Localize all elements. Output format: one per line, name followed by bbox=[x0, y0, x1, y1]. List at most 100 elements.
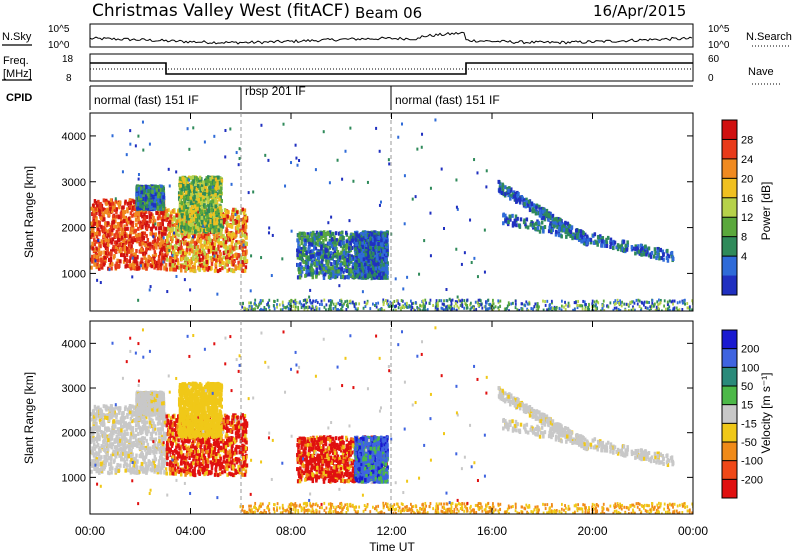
power-cell bbox=[183, 195, 186, 200]
power-cell bbox=[168, 231, 172, 236]
power-cell bbox=[323, 254, 327, 259]
power-cell bbox=[167, 208, 170, 213]
power-cell bbox=[115, 264, 118, 269]
power-cell bbox=[222, 255, 225, 260]
power-cell bbox=[182, 251, 185, 256]
power-cell bbox=[185, 205, 188, 210]
power-cell bbox=[155, 260, 159, 265]
power-cell bbox=[338, 267, 341, 272]
power-cell bbox=[116, 258, 119, 263]
power-cell bbox=[225, 233, 229, 238]
power-cell bbox=[155, 263, 158, 268]
power-cell bbox=[144, 223, 148, 228]
power-cell bbox=[180, 205, 184, 210]
power-cell bbox=[309, 255, 313, 260]
power-cell bbox=[130, 226, 133, 231]
power-cell bbox=[186, 242, 189, 247]
power-cell bbox=[180, 233, 184, 238]
power-cell bbox=[296, 238, 299, 243]
power-cell bbox=[95, 211, 98, 216]
power-cell bbox=[191, 222, 195, 227]
power-cell bbox=[194, 258, 198, 263]
power-cell bbox=[197, 203, 200, 208]
power-cell bbox=[91, 227, 94, 232]
power-cell bbox=[322, 275, 326, 280]
power-cell bbox=[190, 211, 194, 216]
power-cell bbox=[206, 209, 209, 214]
power-cell bbox=[198, 207, 202, 212]
power-cell bbox=[199, 240, 202, 245]
power-cell bbox=[119, 215, 123, 220]
power-cell bbox=[171, 217, 174, 222]
power-cell bbox=[145, 247, 148, 252]
power-cell bbox=[201, 203, 205, 208]
power-cell bbox=[171, 226, 175, 231]
power-cell bbox=[223, 265, 227, 270]
power-cell bbox=[143, 217, 147, 222]
power-cell bbox=[141, 219, 145, 224]
power-cell bbox=[187, 266, 191, 271]
power-cell bbox=[326, 262, 329, 267]
power-cell bbox=[224, 220, 228, 225]
power-cell bbox=[183, 215, 186, 220]
power-cell bbox=[224, 239, 228, 244]
power-cell bbox=[111, 237, 115, 242]
power-cell bbox=[188, 209, 191, 214]
power-cell bbox=[157, 188, 160, 193]
power-cell bbox=[341, 274, 345, 279]
power-cell bbox=[158, 234, 161, 239]
power-cell bbox=[214, 228, 217, 233]
power-cell bbox=[189, 222, 193, 227]
power-cell bbox=[308, 244, 311, 249]
power-cell bbox=[214, 225, 218, 230]
power-cell bbox=[182, 241, 186, 246]
power-cell bbox=[309, 270, 313, 275]
power-cell bbox=[212, 226, 215, 231]
power-cell bbox=[159, 241, 163, 246]
power-cell bbox=[351, 274, 355, 279]
power-cell bbox=[158, 204, 162, 209]
power-cell bbox=[346, 258, 349, 263]
power-cell bbox=[217, 186, 220, 191]
power-cell bbox=[141, 241, 144, 246]
power-cell bbox=[343, 244, 346, 249]
power-cell bbox=[244, 228, 247, 233]
power-cell bbox=[179, 207, 182, 212]
power-cell bbox=[171, 259, 175, 264]
power-cell bbox=[300, 236, 304, 241]
power-cell bbox=[146, 188, 149, 193]
power-cell bbox=[145, 233, 148, 238]
power-cell bbox=[140, 247, 143, 252]
power-cell bbox=[322, 234, 326, 239]
power-cell bbox=[204, 255, 208, 260]
power-cell bbox=[190, 192, 193, 197]
power-cell bbox=[153, 199, 156, 204]
power-cell bbox=[126, 226, 129, 231]
power-cell bbox=[106, 221, 110, 226]
power-cell bbox=[308, 241, 311, 246]
power-cell bbox=[143, 231, 147, 236]
power-cell bbox=[110, 240, 113, 245]
power-cell bbox=[121, 205, 124, 210]
power-cell bbox=[194, 182, 197, 187]
power-cell bbox=[104, 221, 107, 226]
power-cell bbox=[188, 251, 191, 256]
power-cell bbox=[204, 193, 207, 198]
power-cell bbox=[331, 231, 335, 236]
power-cell bbox=[194, 225, 198, 230]
power-cell bbox=[95, 200, 98, 205]
power-cell bbox=[239, 257, 242, 262]
power-cell bbox=[239, 234, 243, 239]
power-cell bbox=[227, 259, 231, 264]
power-cell bbox=[330, 237, 334, 242]
power-cell bbox=[168, 258, 172, 263]
power-cell bbox=[215, 220, 219, 225]
power-cell bbox=[328, 238, 332, 243]
power-cell bbox=[384, 249, 387, 254]
power-cell bbox=[298, 270, 301, 275]
power-cell bbox=[119, 211, 123, 216]
noise-trace bbox=[89, 31, 693, 45]
power-cell bbox=[111, 262, 114, 267]
noise-right-tick-bottom: 10^0 bbox=[708, 40, 730, 51]
power-cell bbox=[214, 210, 218, 215]
